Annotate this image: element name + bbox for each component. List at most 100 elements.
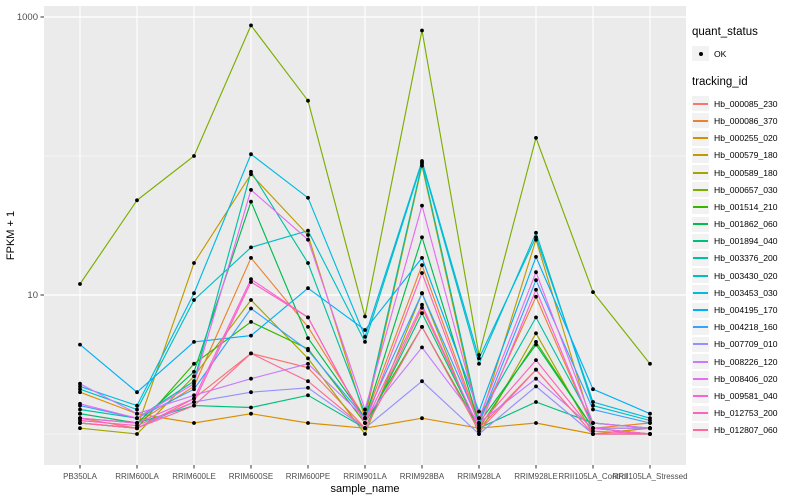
legend-item-label: Hb_012753_200	[714, 408, 778, 419]
data-point	[420, 416, 424, 421]
data-point	[534, 278, 538, 282]
legend-item-label: Hb_007709_010	[714, 339, 778, 350]
data-point	[192, 393, 196, 398]
line-swatch-icon	[693, 360, 708, 363]
y-tick-label: 1000	[17, 12, 38, 23]
data-point	[591, 421, 595, 425]
legend-item-label: Hb_000255_020	[714, 133, 778, 144]
data-point	[363, 340, 367, 344]
legend-item: Hb_004195_170	[692, 301, 800, 318]
data-point	[534, 287, 538, 292]
data-point	[534, 136, 538, 140]
line-swatch-icon	[693, 343, 708, 346]
legend-item-label: Hb_000589_180	[714, 167, 778, 178]
data-point	[78, 381, 82, 386]
data-point	[648, 426, 652, 431]
legend-item: Hb_001514_210	[692, 198, 800, 215]
data-point	[78, 411, 82, 416]
data-point	[534, 384, 538, 389]
line-swatch-icon	[693, 188, 708, 191]
legend-key	[692, 405, 709, 421]
legend-item-label: Hb_008226_120	[714, 356, 778, 367]
legend-key	[692, 199, 709, 215]
legend-key	[692, 319, 709, 335]
data-point	[534, 294, 538, 299]
data-point	[306, 348, 310, 353]
x-tick-label: RRIM600SE	[229, 472, 273, 481]
data-point	[477, 421, 481, 425]
data-point	[78, 387, 82, 392]
data-point	[249, 351, 253, 356]
data-point	[78, 401, 82, 406]
data-point	[192, 396, 196, 401]
legend-key	[692, 165, 709, 181]
legend-item-label: Hb_004218_160	[714, 322, 778, 333]
legend-item: Hb_012753_200	[692, 405, 800, 422]
data-point	[135, 416, 139, 421]
legend-key	[692, 113, 709, 129]
data-point	[249, 390, 253, 395]
data-point	[306, 361, 310, 366]
data-point	[135, 423, 139, 428]
line-swatch-icon	[693, 309, 708, 312]
legend-item-label: Hb_004195_170	[714, 305, 778, 316]
data-point	[306, 325, 310, 329]
data-point	[477, 356, 481, 361]
data-point	[420, 256, 424, 260]
line-swatch-icon	[693, 257, 708, 260]
data-point	[192, 400, 196, 404]
data-point	[591, 407, 595, 412]
data-point	[192, 261, 196, 265]
legend-key	[692, 216, 709, 232]
data-point	[591, 429, 595, 433]
legend-item: Hb_003430_020	[692, 267, 800, 284]
data-point	[534, 270, 538, 275]
legend-key	[692, 302, 709, 318]
legend-item-label: Hb_000579_180	[714, 150, 778, 161]
data-point	[78, 282, 82, 286]
data-point	[135, 426, 139, 431]
legend-key	[692, 388, 709, 404]
data-point	[477, 361, 481, 366]
data-point	[249, 256, 253, 260]
legend-item: Hb_001862_060	[692, 216, 800, 233]
data-point	[135, 411, 139, 416]
data-point	[420, 28, 424, 33]
data-point	[534, 342, 538, 347]
legend-key	[692, 130, 709, 146]
legend-item-ok: OK	[692, 45, 800, 62]
legend-key	[692, 371, 709, 387]
data-point	[306, 261, 310, 265]
data-point	[420, 325, 424, 329]
data-point	[135, 390, 139, 395]
data-point	[534, 230, 538, 235]
data-point	[249, 405, 253, 410]
data-point	[534, 358, 538, 362]
legend-item-label: Hb_001894_040	[714, 236, 778, 247]
legend-item: Hb_012807_060	[692, 422, 800, 439]
legend-item-label: Hb_009581_040	[714, 390, 778, 401]
line-swatch-icon	[693, 154, 708, 157]
legend-item-label: Hb_001514_210	[714, 201, 778, 212]
data-point	[306, 237, 310, 242]
data-point	[363, 314, 367, 319]
line-swatch-icon	[693, 291, 708, 294]
data-point	[477, 426, 481, 431]
x-tick-label: RRIM928LA	[457, 472, 501, 481]
data-point	[135, 432, 139, 436]
data-point	[249, 152, 253, 157]
data-point	[420, 263, 424, 267]
data-point	[192, 340, 196, 344]
x-tick-label: RRIM600PE	[286, 472, 330, 481]
legend-item-label: Hb_003430_020	[714, 270, 778, 281]
legend-key	[692, 250, 709, 266]
data-point	[78, 384, 82, 389]
data-point	[648, 361, 652, 366]
data-point	[420, 235, 424, 240]
data-point	[192, 387, 196, 392]
data-point	[78, 390, 82, 395]
y-axis-title: FPKM + 1	[5, 211, 17, 260]
data-point	[135, 407, 139, 412]
data-point	[477, 409, 481, 414]
legend-item: Hb_003453_030	[692, 284, 800, 301]
